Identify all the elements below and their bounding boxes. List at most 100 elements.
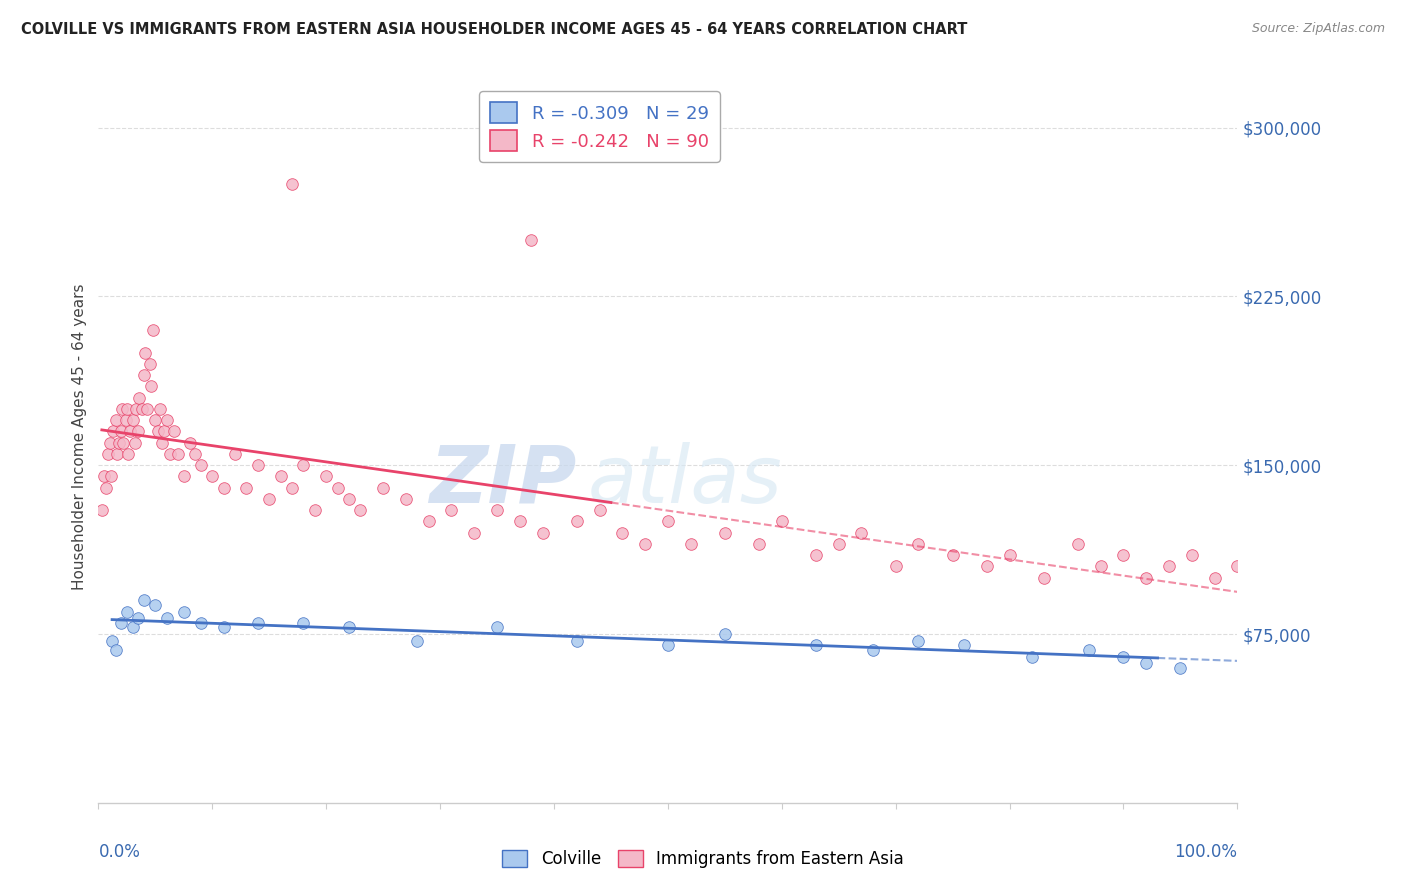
Point — [159, 447, 181, 461]
Point — [953, 638, 976, 652]
Point — [942, 548, 965, 562]
Point — [486, 503, 509, 517]
Text: ZIP: ZIP — [429, 442, 576, 520]
Point — [101, 633, 124, 648]
Point — [281, 177, 304, 191]
Point — [212, 620, 235, 634]
Point — [96, 447, 118, 461]
Point — [1157, 559, 1180, 574]
Point — [173, 605, 195, 619]
Point — [804, 548, 827, 562]
Point — [509, 515, 531, 529]
Point — [103, 425, 125, 439]
Point — [851, 525, 873, 540]
Point — [117, 447, 139, 461]
Point — [748, 537, 770, 551]
Point — [371, 481, 394, 495]
Point — [235, 481, 257, 495]
Point — [1112, 548, 1135, 562]
Point — [212, 481, 235, 495]
Point — [131, 401, 153, 416]
Point — [136, 401, 159, 416]
Point — [520, 233, 543, 247]
Point — [1078, 642, 1101, 657]
Point — [976, 559, 998, 574]
Point — [167, 447, 190, 461]
Point — [565, 515, 588, 529]
Point — [150, 435, 173, 450]
Point — [440, 503, 463, 517]
Legend: Colville, Immigrants from Eastern Asia: Colville, Immigrants from Eastern Asia — [496, 843, 910, 875]
Point — [100, 469, 122, 483]
Point — [1135, 571, 1157, 585]
Point — [634, 537, 657, 551]
Point — [173, 469, 195, 483]
Point — [714, 525, 737, 540]
Point — [657, 638, 679, 652]
Point — [112, 435, 135, 450]
Point — [115, 605, 138, 619]
Point — [1181, 548, 1204, 562]
Point — [201, 469, 224, 483]
Point — [657, 515, 679, 529]
Point — [1226, 559, 1249, 574]
Point — [1090, 559, 1112, 574]
Point — [156, 413, 179, 427]
Point — [565, 633, 588, 648]
Point — [246, 615, 269, 630]
Point — [153, 425, 176, 439]
Point — [138, 357, 160, 371]
Point — [828, 537, 851, 551]
Point — [281, 481, 304, 495]
Point — [406, 633, 429, 648]
Point — [714, 627, 737, 641]
Legend: R = -0.309   N = 29, R = -0.242   N = 90: R = -0.309 N = 29, R = -0.242 N = 90 — [479, 91, 720, 162]
Point — [98, 435, 121, 450]
Point — [132, 593, 155, 607]
Point — [418, 515, 440, 529]
Point — [145, 598, 167, 612]
Text: Source: ZipAtlas.com: Source: ZipAtlas.com — [1251, 22, 1385, 36]
Point — [105, 447, 128, 461]
Point — [292, 615, 315, 630]
Text: atlas: atlas — [588, 442, 783, 520]
Point — [146, 425, 169, 439]
Text: 0.0%: 0.0% — [98, 843, 141, 861]
Point — [132, 368, 155, 383]
Point — [145, 413, 167, 427]
Point — [108, 435, 131, 450]
Point — [259, 491, 281, 506]
Point — [349, 503, 371, 517]
Point — [184, 447, 207, 461]
Point — [93, 469, 115, 483]
Point — [156, 611, 179, 625]
Point — [115, 401, 138, 416]
Point — [292, 458, 315, 473]
Point — [179, 435, 201, 450]
Point — [862, 642, 884, 657]
Point — [104, 413, 127, 427]
Point — [190, 458, 212, 473]
Point — [114, 413, 136, 427]
Point — [104, 642, 127, 657]
Point — [127, 611, 149, 625]
Point — [149, 401, 172, 416]
Point — [531, 525, 554, 540]
Point — [124, 435, 146, 450]
Point — [884, 559, 907, 574]
Point — [395, 491, 418, 506]
Point — [804, 638, 827, 652]
Point — [612, 525, 634, 540]
Point — [337, 620, 360, 634]
Point — [190, 615, 212, 630]
Point — [110, 615, 132, 630]
Point — [304, 503, 326, 517]
Point — [134, 345, 156, 359]
Point — [679, 537, 702, 551]
Point — [907, 633, 929, 648]
Point — [142, 323, 165, 337]
Point — [128, 391, 150, 405]
Point — [326, 481, 349, 495]
Point — [1021, 649, 1043, 664]
Point — [121, 620, 143, 634]
